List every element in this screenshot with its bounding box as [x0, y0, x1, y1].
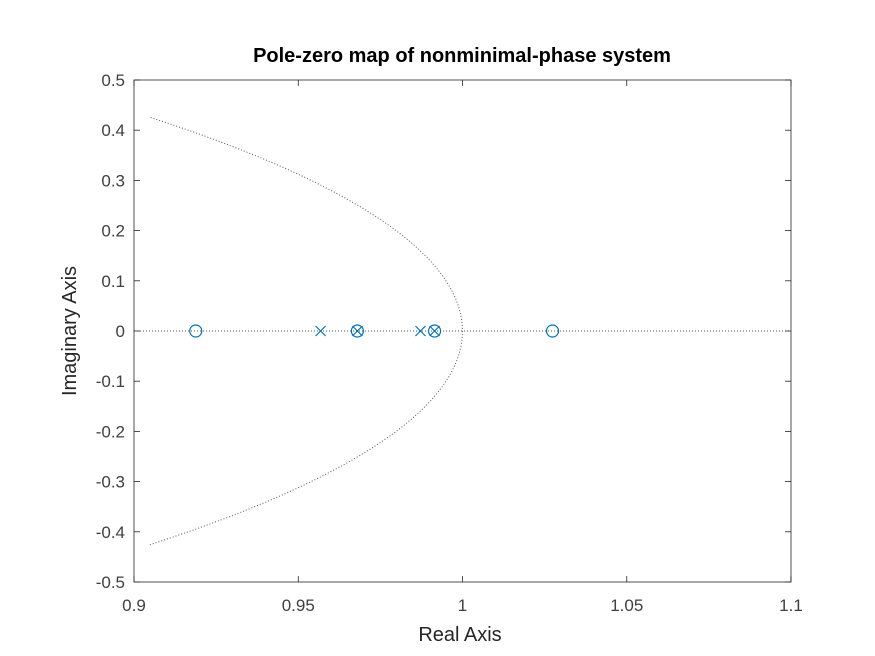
pole-marker: [351, 325, 363, 337]
y-tick-label: -0.1: [96, 372, 125, 391]
zero-marker: [545, 324, 560, 338]
y-tick-label: 0.4: [101, 121, 125, 140]
x-tick-label: 0.9: [122, 596, 146, 615]
zero-marker: [350, 324, 364, 338]
y-tick-label: -0.5: [96, 573, 125, 592]
ticks: 0.9 0.95 1 1.05 1.1 0.5 0.4 0.3 0.2 0.1 0 -0.1 -0.2 -…: [96, 71, 803, 615]
y-tick-label: -0.2: [96, 422, 125, 441]
y-axis-label: Imaginary Axis: [59, 266, 81, 396]
pole-marker: [315, 325, 327, 337]
y-tick-label: -0.3: [96, 473, 125, 492]
y-tick-label: 0.3: [101, 171, 125, 190]
x-tick-label: 0.95: [282, 596, 315, 615]
y-tick-label: 0.5: [101, 71, 125, 90]
zero-marker: [189, 324, 203, 338]
x-tick-label: 1.05: [610, 596, 643, 615]
pole-marker: [415, 325, 426, 337]
y-tick-label: 0.1: [101, 272, 125, 291]
unit-circle-arc: [149, 116, 464, 546]
markers: [189, 324, 560, 338]
y-tick-label: 0: [116, 322, 125, 341]
reference-lines: [134, 116, 791, 546]
x-tick-label: 1: [458, 596, 467, 615]
chart-title: Pole-zero map of nonminimal-phase system: [253, 45, 671, 67]
y-tick-label: 0.2: [101, 222, 125, 241]
x-tick-label: 1.1: [779, 596, 803, 615]
pole-marker: [429, 325, 441, 337]
zero-marker: [427, 324, 442, 338]
y-tick-label: -0.4: [96, 523, 125, 542]
x-axis-label: Real Axis: [418, 624, 501, 646]
